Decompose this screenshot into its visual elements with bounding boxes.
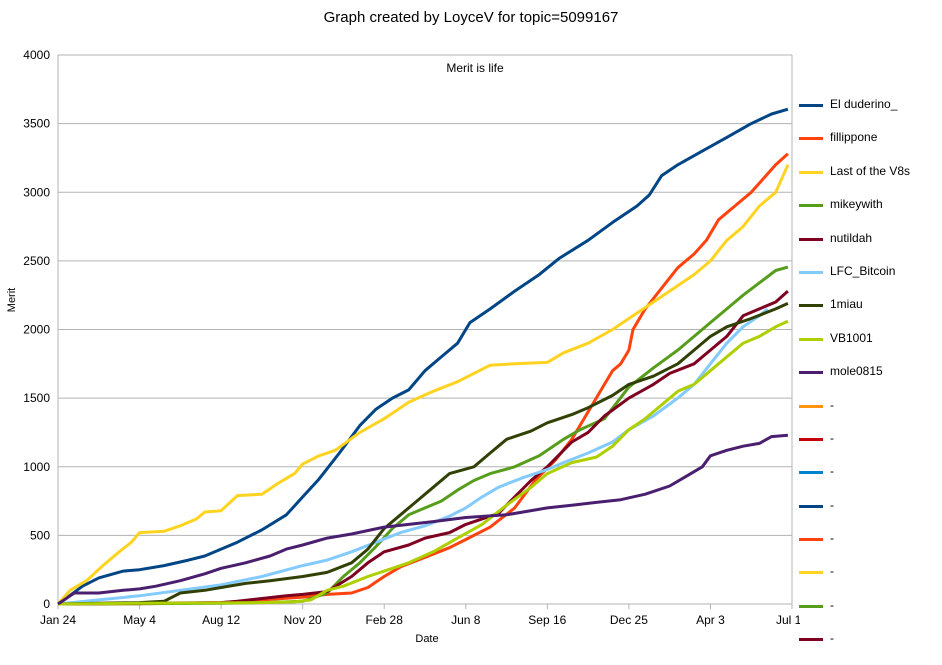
legend-label: El duderino_: [830, 97, 898, 111]
legend-item: -: [799, 498, 942, 531]
legend-label: -: [830, 397, 834, 412]
x-tick-label: Jul 12: [776, 613, 800, 627]
y-tick-label: 3500: [23, 117, 50, 131]
x-tick-label: Sep 16: [528, 613, 566, 627]
legend-swatch: [799, 270, 823, 274]
series-line-fillippone: [57, 152, 789, 606]
legend-item: -: [799, 464, 942, 497]
legend-item: mikeywith: [799, 197, 942, 230]
legend-swatch: [799, 170, 823, 174]
legend-swatch: [799, 371, 823, 375]
legend-item: nutildah: [799, 231, 942, 264]
legend-item: -: [799, 398, 942, 431]
y-tick-label: 0: [43, 597, 50, 611]
y-tick-label: 2000: [23, 323, 50, 337]
legend-item: -: [799, 631, 942, 664]
legend-label: nutildah: [830, 230, 873, 245]
y-tick-label: 2500: [23, 254, 50, 268]
legend-swatch: [799, 571, 823, 575]
legend-item: LFC_Bitcoin: [799, 264, 942, 297]
legend-label: -: [830, 597, 834, 612]
legend-label: -: [830, 631, 834, 646]
legend-swatch: [799, 204, 823, 208]
y-tick-label: 1000: [23, 460, 50, 474]
legend-swatch: [799, 504, 823, 508]
series-line-mole0815: [57, 433, 789, 606]
legend-item: 1miau: [799, 297, 942, 330]
legend-swatch: [799, 104, 823, 107]
legend-label: -: [830, 497, 834, 512]
y-tick-label: 4000: [23, 48, 50, 62]
legend-item: -: [799, 531, 942, 564]
legend-label: mole0815: [830, 364, 883, 379]
series-line-vb1001: [57, 319, 789, 606]
legend-label: -: [830, 430, 834, 445]
legend-item: -: [799, 564, 942, 597]
legend-label: LFC_Bitcoin: [830, 263, 896, 278]
legend-swatch: [799, 638, 823, 642]
legend-item: mole0815: [799, 364, 942, 397]
series-line-1miau: [57, 302, 789, 606]
legend-swatch: [799, 237, 823, 241]
legend-item: -: [799, 431, 942, 464]
legend-label: VB1001: [830, 330, 873, 345]
legend-swatch: [799, 437, 823, 441]
series-line-last-of-the-v8s: [56, 164, 790, 605]
x-tick-label: Apr 3: [696, 613, 725, 627]
legend-label: -: [830, 564, 834, 579]
series-line-el-duderino-: [57, 107, 789, 606]
x-tick-label: Nov 20: [284, 613, 322, 627]
series-line-mikeywith: [57, 265, 789, 606]
x-tick-label: May 4: [123, 613, 156, 627]
legend-item: Last of the V8s: [799, 164, 942, 197]
legend: El duderino_ fillippone Last of the V8s mik…: [799, 97, 942, 665]
y-tick-label: 500: [30, 528, 50, 542]
legend-swatch: [799, 404, 823, 408]
line-chart: 0 500 1000 1500 2000 2500 3000 3500 4000 Jan 24 Ma…: [6, 48, 800, 645]
axes: 0 500 1000 1500 2000 2500 3000 3500 4000 Jan 24 Ma…: [23, 48, 800, 627]
legend-swatch: [799, 304, 823, 308]
legend-label: fillippone: [830, 130, 878, 145]
y-axis-label: Merit: [6, 288, 18, 312]
x-tick-label: Feb 28: [366, 613, 404, 627]
series-lines: [56, 107, 790, 606]
legend-swatch: [799, 337, 823, 341]
chart-title: Graph created by LoyceV for topic=509916…: [323, 9, 619, 26]
legend-label: Last of the V8s: [830, 163, 911, 178]
x-tick-label: Dec 25: [610, 613, 648, 627]
legend-swatch: [799, 471, 823, 475]
legend-label: mikeywith: [830, 197, 883, 212]
legend-item: -: [799, 598, 942, 631]
legend-swatch: [799, 137, 823, 141]
x-axis-label: Date: [415, 633, 438, 645]
legend-label: -: [830, 531, 834, 546]
x-tick-label: Jun 8: [451, 613, 481, 627]
legend-item: El duderino_: [799, 97, 942, 130]
legend-label: 1miau: [830, 297, 863, 312]
legend-item: VB1001: [799, 331, 942, 364]
legend-swatch: [799, 604, 823, 608]
legend-label: -: [830, 464, 834, 479]
legend-item: fillippone: [799, 130, 942, 163]
y-tick-label: 1500: [23, 391, 50, 405]
legend-swatch: [799, 538, 823, 542]
chart-subtitle: Merit is life: [446, 61, 504, 75]
x-tick-label: Jan 24: [40, 613, 76, 627]
x-tick-label: Aug 12: [202, 613, 240, 627]
y-tick-label: 3000: [23, 185, 50, 199]
